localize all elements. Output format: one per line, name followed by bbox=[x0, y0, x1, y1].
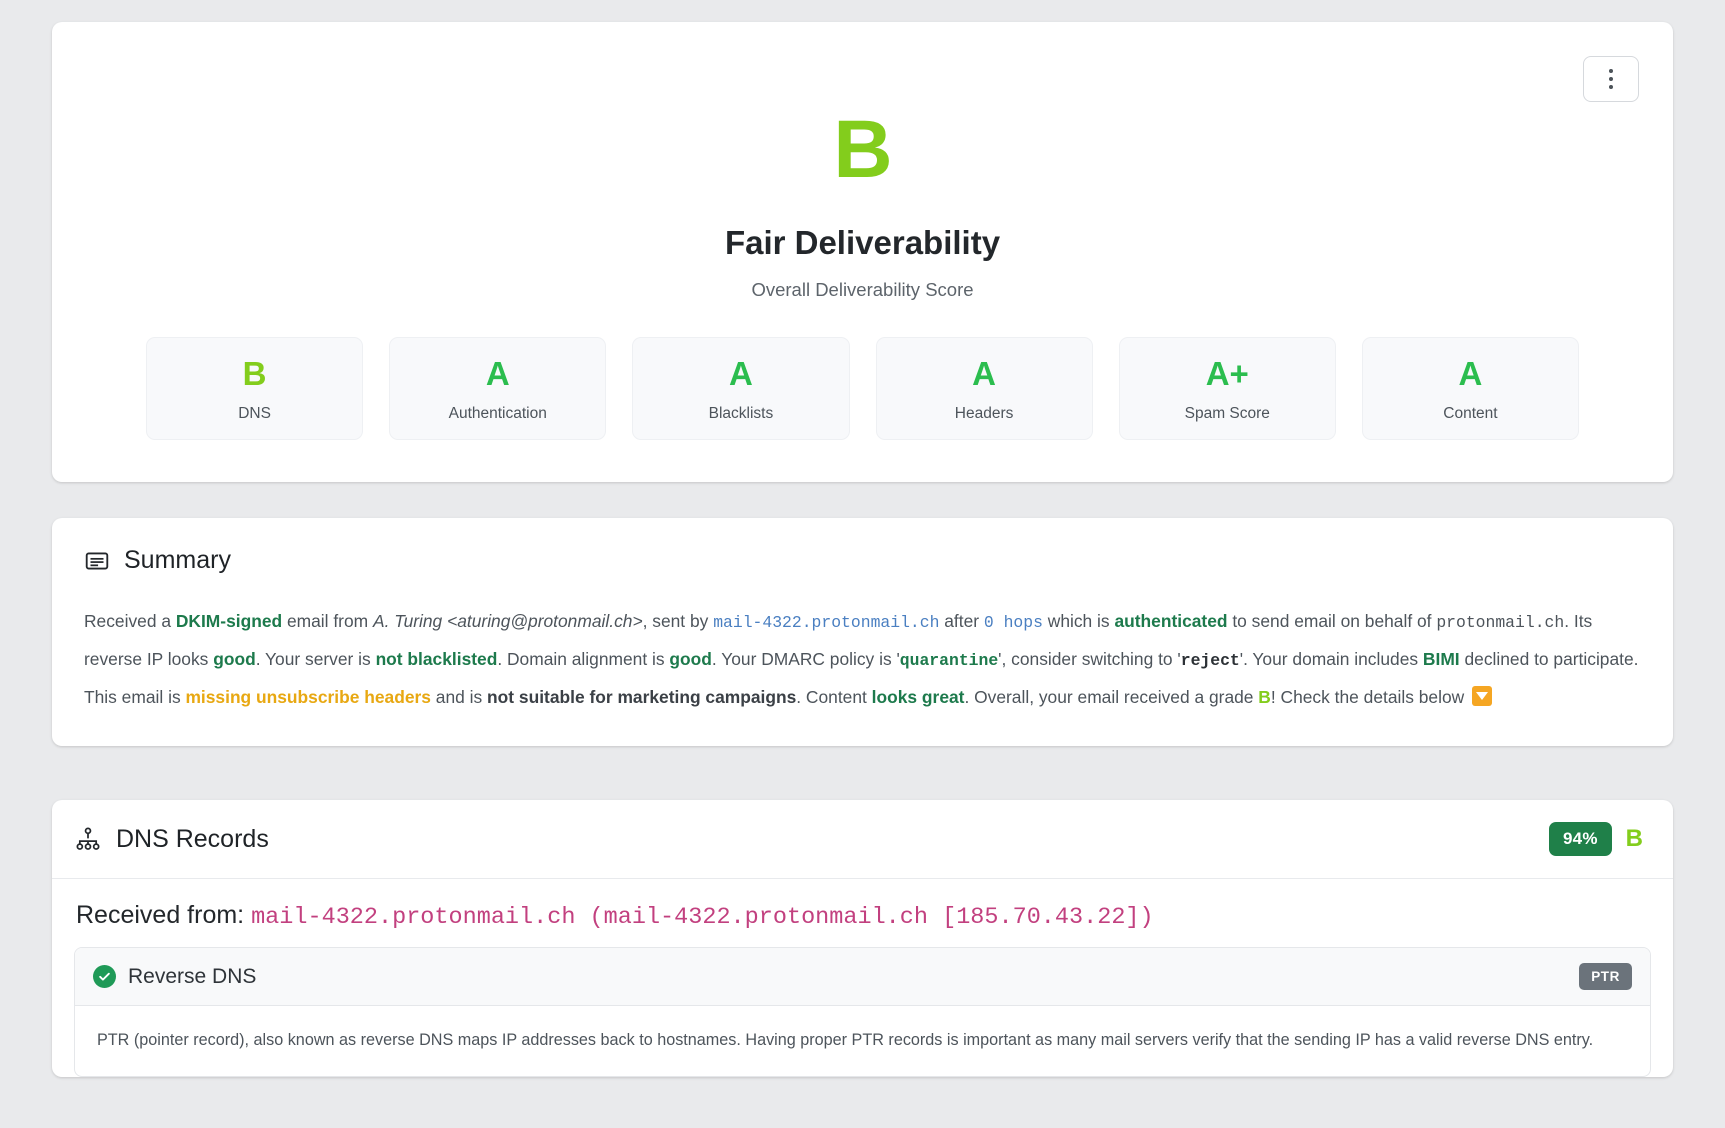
overall-grade: B bbox=[833, 104, 892, 195]
category-grade: A bbox=[1458, 355, 1483, 392]
summary-seg: email from bbox=[282, 611, 373, 631]
summary-seg: and is bbox=[430, 687, 488, 707]
summary-title: Summary bbox=[124, 546, 231, 574]
summary-seg: which is bbox=[1042, 611, 1115, 631]
dns-records-header: DNS Records 94% B bbox=[52, 800, 1673, 879]
summary-seg: , sent by bbox=[642, 611, 714, 631]
hop-count: 0 hops bbox=[983, 613, 1043, 632]
received-from-label: Received from: bbox=[76, 901, 245, 929]
category-label: Headers bbox=[954, 405, 1014, 422]
sender-address: A. Turing <aturing@protonmail.ch> bbox=[372, 611, 643, 631]
category-card-content[interactable]: A Content bbox=[1361, 337, 1580, 440]
summary-seg: Received a bbox=[84, 611, 176, 631]
sender-domain: protonmail.ch bbox=[1436, 613, 1565, 632]
summary-seg: . Overall, your email received a grade bbox=[964, 687, 1259, 707]
summary-seg: to send email on behalf of bbox=[1227, 611, 1437, 631]
category-grade: B bbox=[242, 355, 267, 392]
summary-seg: . Domain alignment is bbox=[497, 649, 670, 669]
sitemap-icon bbox=[76, 827, 100, 850]
category-label: Authentication bbox=[448, 405, 547, 422]
summary-seg: . Your server is bbox=[255, 649, 376, 669]
auth-status: authenticated bbox=[1114, 611, 1228, 631]
category-grade-row: B DNS A Authentication A Blacklists A He… bbox=[88, 337, 1637, 440]
down-arrow-icon bbox=[1472, 686, 1493, 706]
category-grade: A bbox=[485, 355, 510, 392]
blacklist-status: not blacklisted bbox=[375, 649, 498, 669]
category-grade: A+ bbox=[1205, 355, 1249, 392]
record-block-reverse-dns: Reverse DNS PTR PTR (pointer record), al… bbox=[74, 947, 1651, 1077]
dns-records-card: DNS Records 94% B Received from: mail-43… bbox=[52, 800, 1673, 1077]
category-label: Content bbox=[1443, 405, 1498, 422]
category-grade: A bbox=[972, 355, 997, 392]
summary-seg: . Content bbox=[796, 687, 872, 707]
page-subtitle: Overall Deliverability Score bbox=[751, 279, 974, 300]
content-status: looks great bbox=[871, 687, 965, 707]
dns-score-badge: 94% bbox=[1549, 822, 1612, 856]
category-card-headers[interactable]: A Headers bbox=[875, 337, 1093, 440]
category-card-blacklists[interactable]: A Blacklists bbox=[632, 337, 850, 440]
record-description: PTR (pointer record), also known as reve… bbox=[97, 1031, 1594, 1049]
record-name: Reverse DNS bbox=[128, 964, 257, 988]
alignment-status: good bbox=[669, 649, 712, 669]
summary-seg: ', consider switching to ' bbox=[998, 649, 1181, 669]
category-label: DNS bbox=[238, 405, 271, 422]
rdns-status: good bbox=[213, 649, 256, 669]
report-page: B Fair Deliverability Overall Deliverabi… bbox=[52, 22, 1673, 1077]
dns-grade: B bbox=[1625, 825, 1643, 852]
category-card-spam-score[interactable]: A+ Spam Score bbox=[1118, 337, 1336, 440]
received-from-value: mail-4322.protonmail.ch (mail-4322.proto… bbox=[251, 904, 1154, 931]
category-label: Spam Score bbox=[1184, 405, 1270, 422]
kebab-menu-button[interactable] bbox=[1583, 56, 1639, 102]
kebab-menu-icon bbox=[1609, 69, 1613, 89]
summary-final-grade: B bbox=[1258, 687, 1271, 707]
sending-server: mail-4322.protonmail.ch bbox=[713, 613, 940, 632]
received-from-line: Received from: mail-4322.protonmail.ch (… bbox=[52, 879, 1673, 947]
summary-text: Received a DKIM-signed email from A. Tur… bbox=[84, 603, 1641, 716]
record-header[interactable]: Reverse DNS PTR bbox=[75, 948, 1650, 1006]
dmarc-suggestion: reject bbox=[1180, 651, 1240, 670]
category-label: Blacklists bbox=[708, 405, 774, 422]
unsubscribe-status: missing unsubscribe headers bbox=[185, 687, 431, 707]
dkim-status: DKIM-signed bbox=[175, 611, 283, 631]
summary-seg: after bbox=[939, 611, 984, 631]
category-card-authentication[interactable]: A Authentication bbox=[389, 337, 607, 440]
summary-seg: . Its reverse IP looks bbox=[84, 611, 1593, 669]
dns-records-title: DNS Records bbox=[116, 824, 269, 853]
marketing-status: not suitable for marketing campaigns bbox=[487, 687, 797, 707]
check-circle-icon bbox=[93, 965, 116, 988]
summary-card: Summary Received a DKIM-signed email fro… bbox=[52, 518, 1673, 746]
check-icon bbox=[99, 972, 110, 981]
bimi-status: BIMI bbox=[1422, 649, 1460, 669]
summary-seg: ! Check the details below bbox=[1270, 687, 1470, 707]
overall-score-card: B Fair Deliverability Overall Deliverabi… bbox=[52, 22, 1673, 482]
summary-seg: . Your DMARC policy is ' bbox=[711, 649, 900, 669]
dmarc-policy: quarantine bbox=[899, 651, 999, 670]
summary-header: Summary bbox=[84, 546, 1641, 575]
summary-seg: '. Your domain includes bbox=[1239, 649, 1423, 669]
category-grade: A bbox=[729, 355, 753, 392]
article-icon bbox=[85, 551, 109, 570]
category-card-dns[interactable]: B DNS bbox=[146, 337, 364, 440]
record-type-badge: PTR bbox=[1579, 963, 1632, 990]
summary-seg: declined to participate. This email is bbox=[84, 649, 1639, 707]
page-title: Fair Deliverability bbox=[724, 224, 1001, 261]
